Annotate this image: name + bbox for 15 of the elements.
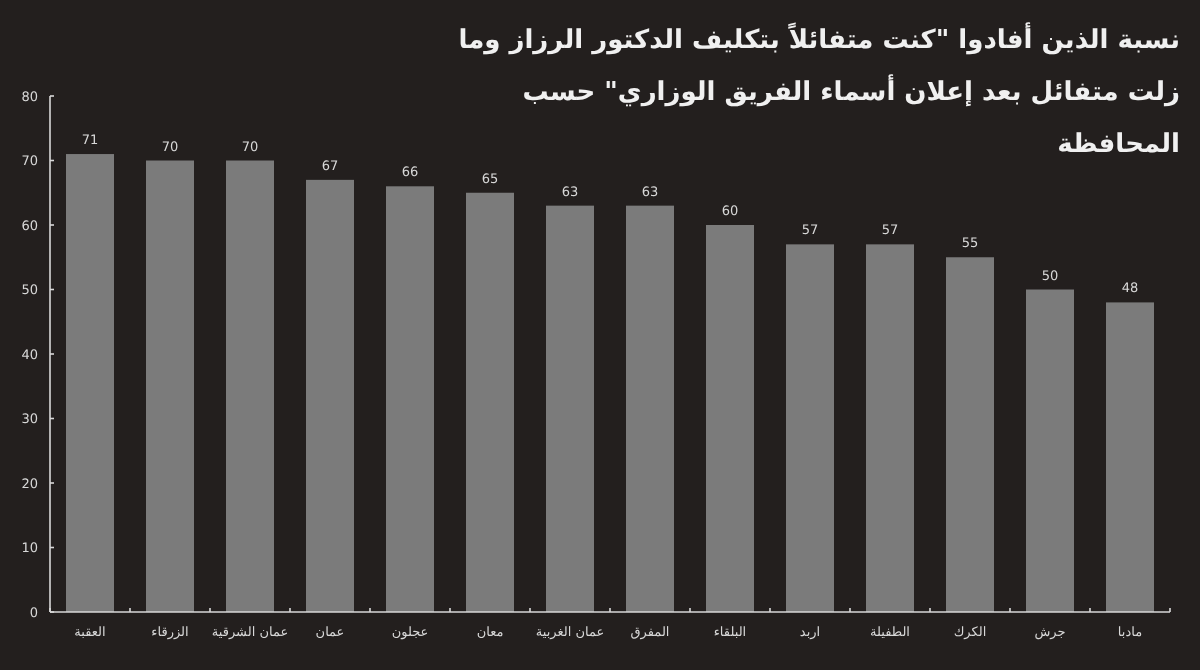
bar: [1026, 289, 1074, 612]
chart-title: نسبة الذين أفادوا "كنت متفائلاً بتكليف الدكتور الرزاز وما زلت متفائل بعد إعلان أسماء الفريق الوزاري" حسب المحافظة: [458, 26, 1180, 160]
bar: [466, 192, 514, 612]
bar: [226, 160, 274, 612]
bar: [946, 257, 994, 612]
bar: [66, 154, 114, 612]
bar: [386, 186, 434, 612]
bar: [146, 160, 194, 612]
bar: [866, 244, 914, 612]
bar: [786, 244, 834, 612]
bar: [1106, 302, 1154, 612]
bar: [706, 225, 754, 612]
bar: [546, 205, 594, 612]
bar: [306, 179, 354, 612]
bar: [626, 205, 674, 612]
